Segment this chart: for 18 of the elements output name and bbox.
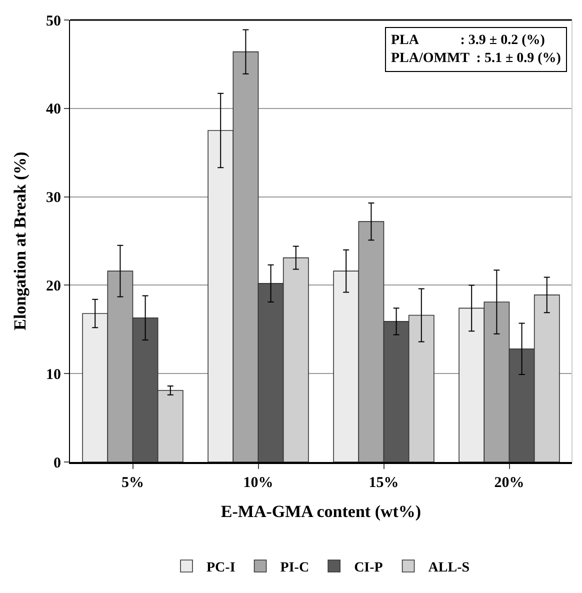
annotation: PLA/OMMT : 5.1 ± 0.9 (%) xyxy=(391,51,562,66)
y-tick-label: 0 xyxy=(54,455,61,472)
x-tick-label: 10% xyxy=(243,475,274,491)
y-tick-label: 50 xyxy=(46,13,61,30)
legend-label: PC-I xyxy=(206,560,236,576)
x-tick-label: 5% xyxy=(122,475,144,491)
legend-label: CI-P xyxy=(354,560,384,576)
y-tick-label: 40 xyxy=(46,102,61,118)
legend-label: ALL-S xyxy=(428,560,470,576)
y-tick-label: 20 xyxy=(46,278,61,294)
y-tick-label: 30 xyxy=(46,190,61,206)
x-axis-title: E-MA-GMA content (wt%) xyxy=(220,502,422,521)
legend-label: PI-C xyxy=(280,560,310,576)
y-tick-label: 10 xyxy=(46,366,61,383)
x-tick-label: 20% xyxy=(494,475,524,491)
x-tick-label: 15% xyxy=(368,475,399,491)
y-axis-title: Elongation at Break (%) xyxy=(10,152,30,330)
annotation: PLA : 3.9 ± 0.2 (%) xyxy=(391,33,546,48)
